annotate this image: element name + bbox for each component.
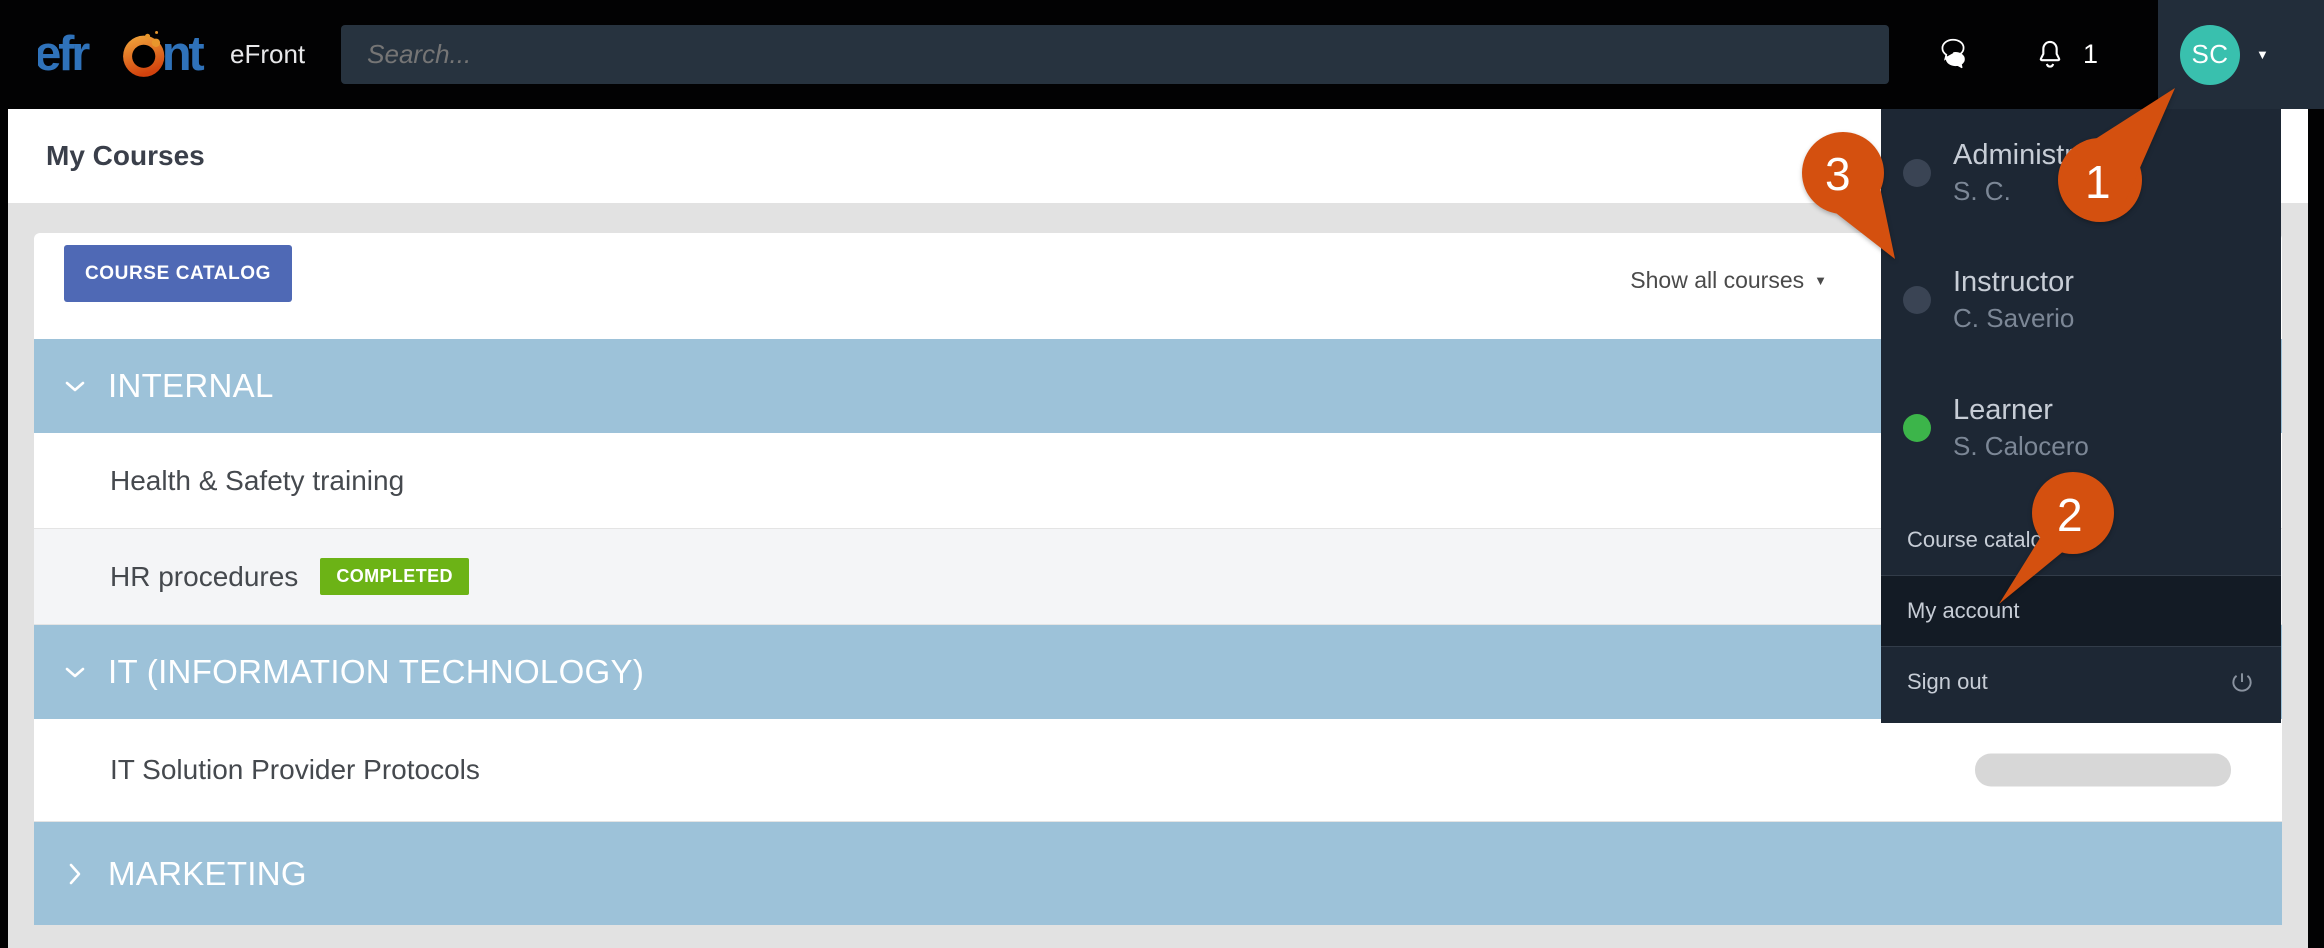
svg-text:efr: efr	[38, 26, 90, 80]
svg-text:nt: nt	[162, 26, 205, 80]
